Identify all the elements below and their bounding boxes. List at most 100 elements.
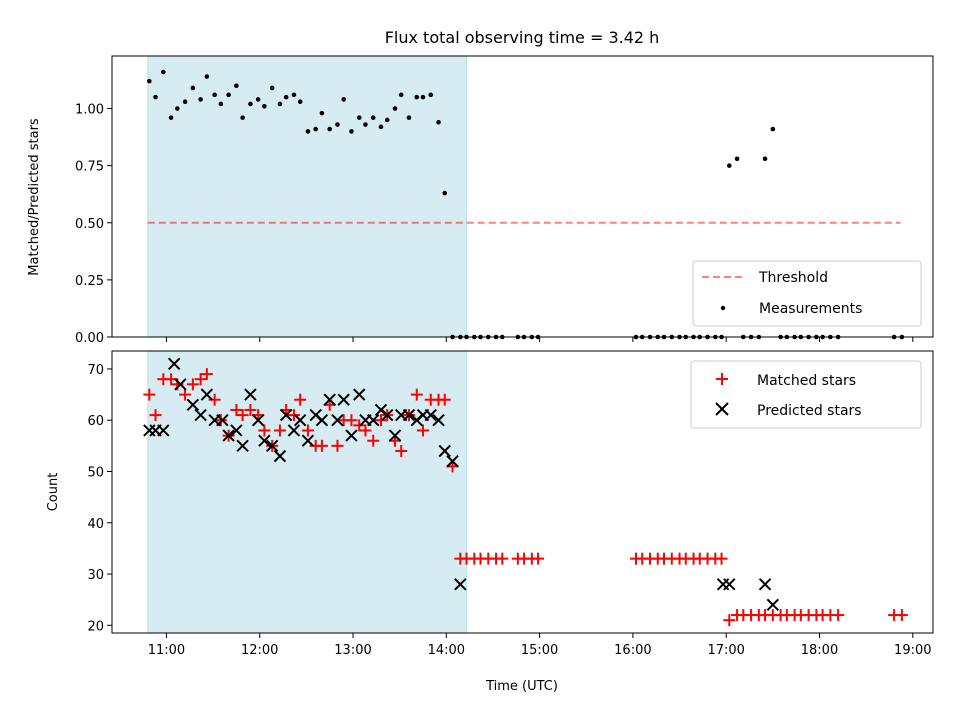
matched-star-point — [367, 434, 380, 447]
measurement-point — [313, 126, 318, 132]
y-tick-label: 20 — [87, 619, 104, 634]
top-y-axis-label: Matched/Predicted stars — [27, 118, 42, 276]
predicted-star-point — [723, 578, 736, 591]
predicted-star-point — [200, 388, 214, 401]
y-tick-label: 0.25 — [75, 274, 104, 289]
predicted-star-point — [315, 414, 329, 427]
predicted-star-point — [258, 434, 271, 447]
matched-star-point — [244, 403, 257, 416]
predicted-star-point — [345, 429, 358, 442]
matched-star-point — [294, 393, 307, 406]
top-panel: 0.00 0.25 0.50 0.75 1.00 Matched/Predicted s… — [27, 55, 934, 346]
predicted-star-point — [244, 388, 257, 401]
bottom-panel: 20 30 40 50 60 70 11:00 12:00 13:00 14:00 15:00 16… — [46, 350, 934, 694]
matched-star-point — [410, 388, 423, 401]
measurement-point — [147, 78, 152, 84]
legend-threshold-label: Threshold — [758, 270, 828, 286]
predicted-star-point — [402, 408, 416, 422]
predicted-star-point — [758, 578, 772, 591]
measurement-point — [414, 94, 420, 100]
measurement-point — [420, 94, 426, 100]
predicted-star-point — [438, 444, 451, 458]
x-tick-label: 17:00 — [707, 643, 744, 658]
predicted-star-point — [446, 455, 459, 468]
matched-star-point — [194, 373, 207, 386]
measurement-point — [277, 101, 283, 107]
predicted-star-point — [424, 408, 437, 422]
measurement-point — [349, 129, 354, 134]
legend-predicted-swatch — [715, 402, 729, 416]
predicted-star-point — [432, 414, 445, 427]
measurement-point — [356, 115, 362, 120]
matched-star-point — [895, 609, 908, 622]
predicted-star-point — [353, 388, 366, 401]
bottom-y-axis-ticks: 20 30 40 50 60 70 — [87, 363, 112, 634]
predicted-star-point — [337, 393, 350, 406]
x-tick-label: 16:00 — [614, 643, 651, 658]
predicted-star-point — [186, 398, 200, 412]
bottom-legend: Matched stars Predicted stars — [690, 360, 922, 429]
measurement-point — [734, 156, 740, 162]
matched-star-point — [200, 368, 213, 381]
predicted-star-point — [230, 424, 243, 437]
measurement-point — [218, 101, 224, 107]
measurement-point — [262, 103, 267, 109]
y-tick-label: 0.75 — [75, 160, 104, 175]
measurement-point — [327, 126, 332, 132]
matched-star-point — [179, 388, 192, 401]
measurement-point — [378, 124, 384, 130]
measurement-point — [762, 156, 768, 162]
measurement-point — [240, 115, 245, 120]
predicted-star-point — [174, 378, 187, 391]
legend-measurement-swatch — [720, 305, 726, 311]
measurement-point — [204, 74, 210, 79]
predicted-star-point — [293, 414, 307, 427]
matched-star-point — [230, 403, 243, 416]
bottom-x-axis-ticks: 11:00 12:00 13:00 14:00 15:00 16:00 17:00 18:00… — [148, 633, 932, 658]
x-tick-label: 14:00 — [428, 643, 465, 658]
predicted-star-point — [454, 578, 467, 591]
predicted-star-point — [381, 408, 394, 422]
measurement-point — [363, 122, 368, 127]
bottom-shaded-span — [147, 350, 468, 634]
measurement-point — [190, 85, 196, 91]
predicted-star-point — [388, 429, 402, 442]
x-axis-label: Time (UTC) — [485, 679, 558, 694]
measurement-point — [212, 92, 217, 98]
x-tick-label: 11:00 — [148, 643, 185, 658]
predicted-star-point — [236, 439, 249, 453]
legend-matched-label: Matched stars — [757, 373, 856, 389]
measurement-point — [175, 106, 180, 111]
predicted-star-point — [157, 424, 170, 437]
matched-star-point — [214, 414, 227, 427]
y-tick-label: 30 — [87, 568, 104, 583]
measurement-point — [283, 94, 289, 100]
predicted-star-point — [273, 449, 287, 463]
y-tick-label: 60 — [87, 414, 104, 429]
matched-star-point — [273, 424, 286, 437]
measurement-point — [770, 126, 776, 132]
y-tick-label: 70 — [87, 363, 104, 378]
x-tick-label: 13:00 — [334, 643, 371, 658]
matched-star-point — [532, 552, 545, 565]
measurement-point — [442, 190, 448, 196]
measurement-point — [370, 115, 376, 120]
measurement-point — [269, 85, 275, 91]
predicted-star-point — [222, 429, 235, 442]
predicted-star-point — [265, 439, 279, 453]
measurement-point — [255, 97, 261, 102]
predicted-star-point — [331, 414, 344, 427]
matched-star-point — [359, 424, 372, 437]
y-tick-label: 0.00 — [75, 331, 104, 346]
matched-star-point — [496, 552, 509, 565]
measurement-point — [291, 92, 297, 98]
y-tick-label: 50 — [87, 465, 104, 480]
matched-star-point — [143, 388, 156, 401]
top-axes-frame — [111, 55, 934, 338]
measurement-point — [305, 129, 311, 134]
measurement-point — [161, 69, 166, 75]
y-tick-label: 40 — [87, 517, 104, 532]
matched-star-point — [353, 419, 366, 432]
predicted-star-point — [301, 434, 315, 447]
